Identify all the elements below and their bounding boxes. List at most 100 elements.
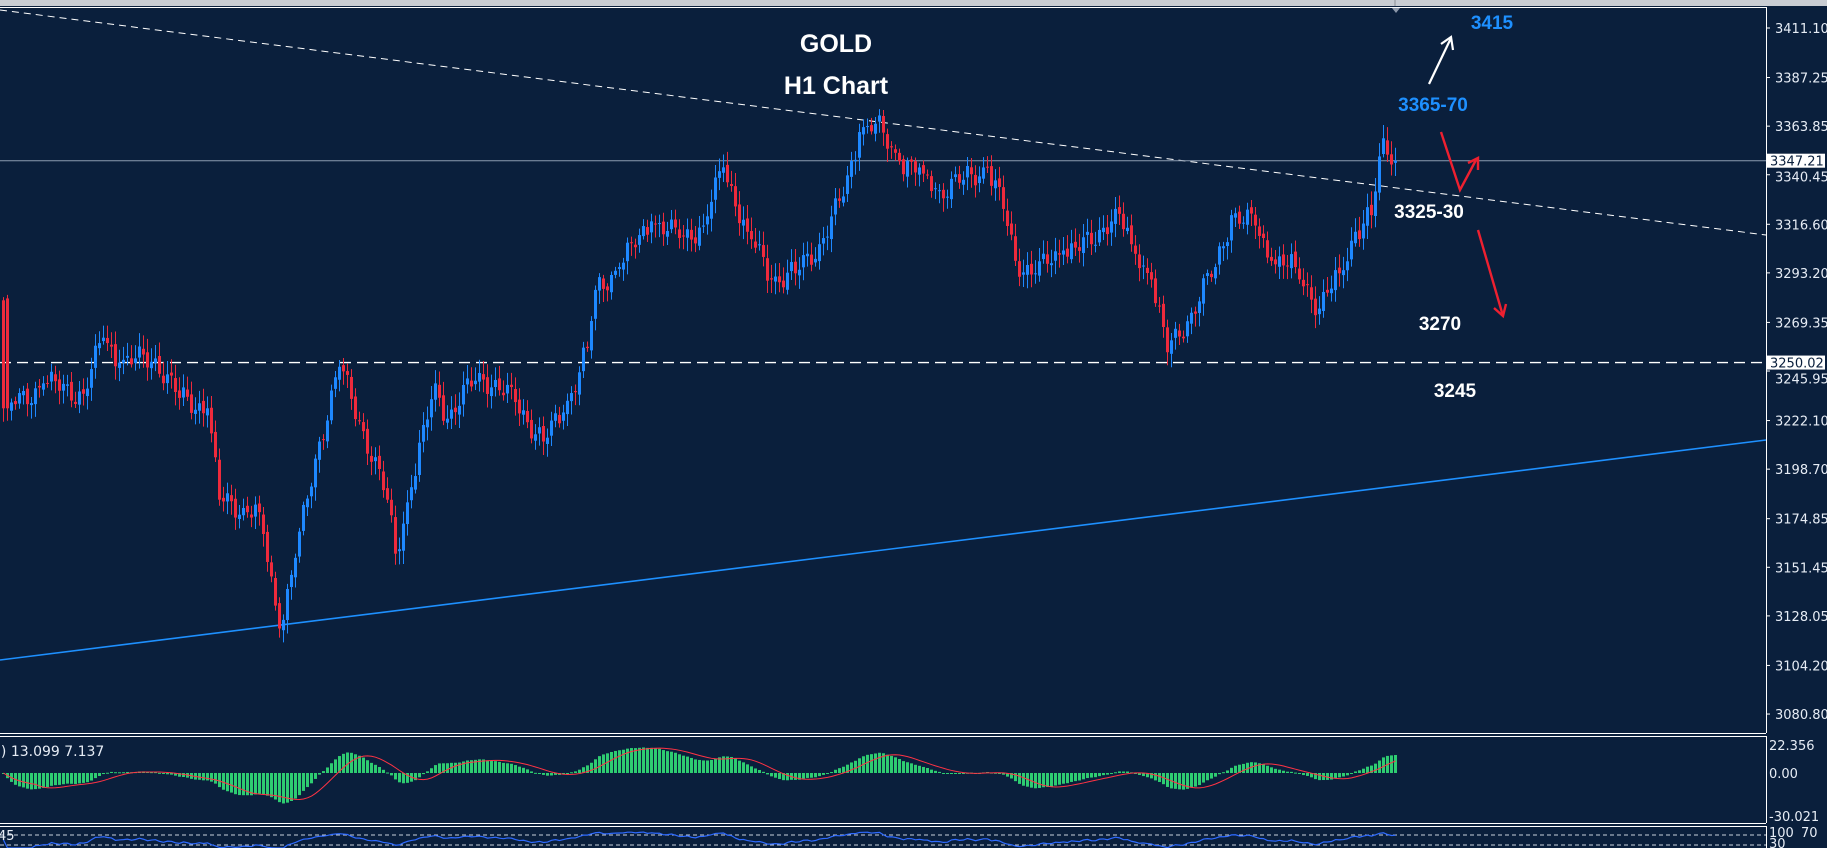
candle bbox=[990, 155, 993, 196]
macd-histogram-bar bbox=[710, 759, 713, 773]
candle-body bbox=[1106, 227, 1109, 235]
candle bbox=[1098, 217, 1101, 246]
macd-histogram-bar bbox=[78, 773, 81, 784]
candle-body bbox=[1118, 207, 1121, 214]
candle bbox=[1162, 295, 1165, 338]
macd-histogram-bar bbox=[434, 765, 437, 773]
price-axis[interactable]: 3411.10 3387.25 3363.85 3340.45 3316.60 3293.… bbox=[1766, 22, 1827, 723]
candle bbox=[1102, 215, 1105, 241]
macd-histogram-bar bbox=[1178, 773, 1181, 790]
macd-histogram-bar bbox=[1050, 773, 1053, 787]
candle-body bbox=[1114, 208, 1117, 224]
macd-histogram-bar bbox=[230, 773, 233, 793]
candle bbox=[534, 424, 537, 450]
support-trendline[interactable] bbox=[0, 439, 1767, 661]
current-price-box: 3347.21 bbox=[1767, 153, 1825, 170]
candle bbox=[1114, 197, 1117, 238]
candle-body bbox=[382, 471, 385, 491]
macd-histogram-bar bbox=[94, 773, 97, 779]
candle-body bbox=[814, 258, 817, 263]
candle-body bbox=[978, 176, 981, 184]
candle bbox=[618, 262, 621, 277]
candle-body bbox=[1374, 191, 1377, 217]
candle-body bbox=[734, 186, 737, 207]
candle bbox=[630, 236, 633, 256]
candle bbox=[974, 165, 977, 198]
candle bbox=[754, 228, 757, 254]
candle-body bbox=[422, 424, 425, 442]
candle bbox=[710, 189, 713, 232]
candle bbox=[1270, 247, 1273, 266]
candle bbox=[1134, 235, 1137, 265]
candle bbox=[634, 238, 637, 259]
candle-body bbox=[22, 391, 25, 396]
candle bbox=[966, 157, 969, 191]
up-arrow-icon bbox=[1428, 35, 1455, 85]
candle-body bbox=[410, 487, 413, 501]
candle-body bbox=[674, 219, 677, 228]
macd-histogram-bar bbox=[1194, 773, 1197, 787]
macd-histogram-bar bbox=[1262, 764, 1265, 773]
candle-body bbox=[438, 384, 441, 398]
candle-body bbox=[890, 146, 893, 148]
candle bbox=[1310, 275, 1313, 314]
candle-body bbox=[430, 399, 433, 418]
candle-body bbox=[1234, 213, 1237, 218]
candle bbox=[1242, 216, 1245, 229]
candle-body bbox=[1314, 298, 1317, 316]
candle bbox=[910, 156, 913, 175]
macd-histogram-bar bbox=[1258, 763, 1261, 773]
candle bbox=[66, 374, 69, 397]
candle-body bbox=[186, 389, 189, 397]
candle-body bbox=[830, 216, 833, 240]
candle-body bbox=[126, 355, 129, 358]
candle-body bbox=[106, 337, 109, 344]
macd-histogram-bar bbox=[814, 773, 817, 778]
candle-body bbox=[250, 514, 253, 518]
candle-body bbox=[482, 374, 485, 380]
candle bbox=[950, 171, 953, 209]
candle-body bbox=[1038, 261, 1041, 276]
candle bbox=[750, 217, 753, 249]
candle-body bbox=[1066, 248, 1069, 257]
candle-body bbox=[490, 387, 493, 397]
candle bbox=[870, 117, 873, 135]
macd-histogram-bar bbox=[398, 773, 401, 783]
candle bbox=[1366, 193, 1369, 240]
macd-histogram-bar bbox=[1282, 770, 1285, 773]
candle-body bbox=[1262, 233, 1265, 239]
macd-histogram-bar bbox=[494, 761, 497, 773]
candle-body bbox=[990, 166, 993, 186]
candle-body bbox=[414, 476, 417, 490]
macd-histogram-bar bbox=[1302, 773, 1305, 776]
candle bbox=[186, 376, 189, 402]
candle-body bbox=[778, 276, 781, 283]
candle-body bbox=[1338, 267, 1341, 274]
macd-histogram-bar bbox=[106, 772, 109, 774]
chart-shift-marker-icon[interactable] bbox=[1392, 8, 1400, 13]
candle-body bbox=[162, 375, 165, 384]
candle-body bbox=[742, 219, 745, 226]
macd-histogram-bar bbox=[906, 762, 909, 773]
candle bbox=[638, 228, 641, 253]
macd-histogram-bar bbox=[1102, 773, 1105, 776]
candle-body bbox=[686, 229, 689, 238]
candle-body bbox=[446, 418, 449, 423]
candle-body bbox=[258, 503, 261, 513]
macd-histogram-bar bbox=[154, 772, 157, 774]
candle-body bbox=[1290, 254, 1293, 269]
candle-body bbox=[370, 455, 373, 462]
macd-histogram-bar bbox=[1330, 773, 1333, 780]
candle-body bbox=[426, 419, 429, 428]
candle bbox=[674, 209, 677, 235]
macd-tick: -30.021 bbox=[1769, 810, 1819, 825]
candle bbox=[774, 263, 777, 295]
candle bbox=[878, 109, 881, 133]
candle-body bbox=[1354, 231, 1357, 244]
candle-body bbox=[1110, 221, 1113, 233]
candle-body bbox=[478, 372, 481, 382]
candle-body bbox=[366, 428, 369, 454]
price-axis-label: 3316.60 bbox=[1775, 218, 1827, 233]
candle-body bbox=[922, 165, 925, 174]
candle bbox=[274, 571, 277, 611]
